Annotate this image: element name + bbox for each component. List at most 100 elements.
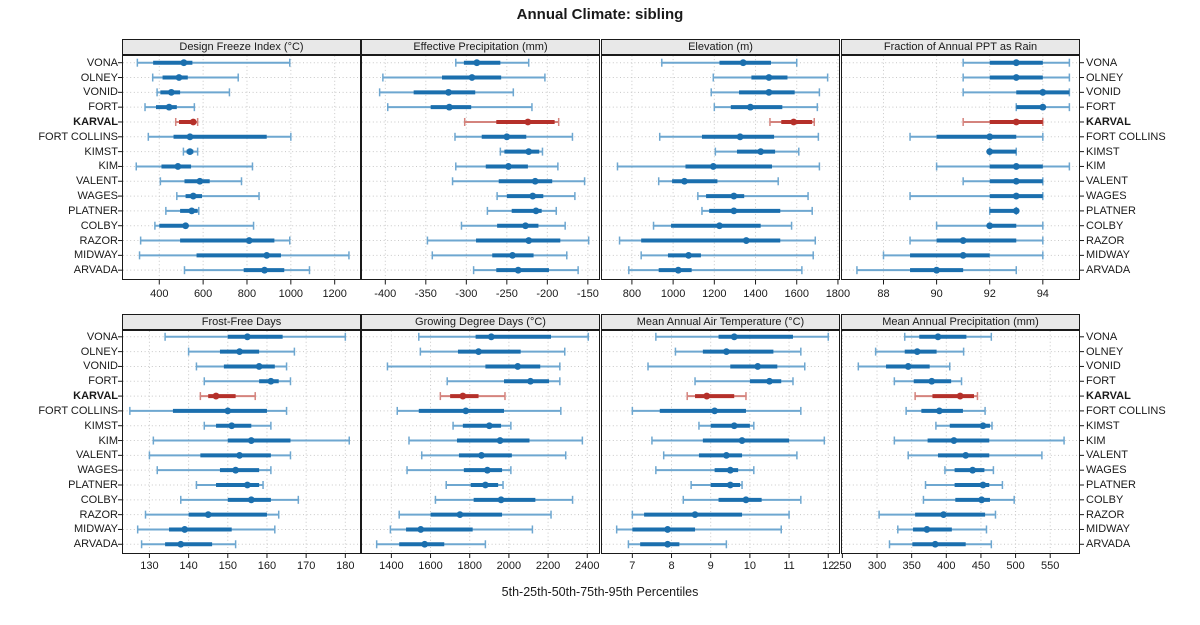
axis-tick-label: -150 [576,288,599,300]
median-dot [529,192,537,200]
median-dot [986,148,994,156]
axis-tick-label: 2200 [535,560,561,572]
axis-tick-label: 8 [668,560,675,572]
axis-tick-label: 1200 [322,288,347,300]
median-dot [532,207,540,215]
station-label-left: PLATNER [68,479,118,491]
station-label-left: KIMST [84,145,118,158]
axis-tick-label: -300 [455,288,478,300]
median-dot [174,163,182,170]
median-dot [182,222,189,230]
station-label-left: KIM [98,434,118,447]
station-label-right: MIDWAY [1086,523,1130,536]
median-dot [525,148,533,156]
panel-header: Elevation (m) [601,38,840,55]
median-dot [979,481,987,489]
median-dot [685,251,692,259]
axis-tick-label: 450 [971,560,991,572]
axis-tick-label: 12 [822,560,835,572]
median-dot [1039,88,1047,96]
axis-tick-label: 92 [983,288,996,300]
station-label-right: MIDWAY [1086,249,1130,262]
axis-tick-label: 500 [1006,560,1025,572]
panel-plot-area [841,54,1080,280]
median-dot [478,451,485,459]
median-dot [765,88,773,96]
station-label-left: FORT [88,101,118,114]
median-dot [736,133,744,141]
axis-tick-label: 2000 [496,560,522,572]
station-label-right: OLNEY [1086,345,1124,358]
panel-header: Growing Degree Days (°C) [361,314,600,330]
median-dot [986,133,994,141]
median-dot [527,377,534,385]
station-label-left: KIMST [84,419,118,432]
median-dot [959,251,967,259]
median-dot [746,103,754,111]
axis-tick-label: 550 [1041,560,1060,572]
axis-tick-label: 10 [743,560,756,572]
median-dot [739,59,747,67]
median-dot [962,451,970,459]
median-dot [711,407,719,415]
station-label-left: VONA [86,56,118,69]
station-label-right: KIMST [1086,145,1120,158]
station-label-left: VONA [86,330,118,343]
median-dot [261,266,268,274]
median-dot [1039,103,1047,111]
station-label-right: VONID [1086,86,1121,99]
station-label-left: OLNEY [80,345,118,358]
median-dot [247,496,255,504]
panel-plot-area [841,330,1080,554]
median-dot [716,222,723,230]
station-label-right: PLATNER [1086,204,1136,217]
axis-tick-label: -400 [374,288,397,300]
median-dot [236,451,243,459]
axis-tick-label: 90 [930,288,943,300]
median-dot [933,266,940,274]
median-dot [445,88,452,96]
station-label-left: KARVAL [73,115,118,128]
median-dot [757,148,765,156]
station-label-right: KIM [1086,434,1106,447]
axis-tick-label: 600 [193,288,213,300]
axis-tick-label: 1600 [418,560,443,572]
median-dot [468,74,476,81]
panel-header: Effective Precipitation (mm) [361,38,600,55]
median-dot [1012,177,1020,185]
station-label-left: COLBY [80,493,118,506]
median-dot [524,118,532,126]
median-dot [742,496,750,504]
axis-tick-label: 250 [833,560,852,572]
median-dot [505,163,512,170]
median-dot [931,540,939,548]
median-dot [730,422,738,430]
median-dot [189,192,197,200]
axis-tick-label: 140 [179,560,198,572]
station-label-right: KARVAL [1086,115,1131,128]
median-dot [1012,163,1020,170]
median-dot [456,511,464,519]
median-dot [247,437,255,444]
axis-tick-label: 9 [707,560,714,572]
axis-tick-label: 1000 [278,288,304,300]
panel-plot-area [122,54,361,280]
station-label-right: WAGES [1086,464,1127,477]
panel-plot-area [361,54,600,280]
station-label-right: RAZOR [1086,234,1125,247]
median-dot [204,511,212,519]
station-label-left: VONID [83,86,118,99]
median-dot [186,148,194,156]
median-dot [245,237,253,244]
median-dot [236,348,243,356]
axis-tick-label: 88 [877,288,890,300]
station-label-right: KARVAL [1086,390,1131,403]
station-label-right: COLBY [1086,493,1124,506]
station-label-left: WAGES [77,190,118,203]
median-dot [487,333,495,341]
median-dot [497,496,505,504]
axis-tick-label: 1800 [457,560,482,572]
station-label-right: COLBY [1086,219,1124,232]
axis-tick-label: 350 [902,560,921,572]
